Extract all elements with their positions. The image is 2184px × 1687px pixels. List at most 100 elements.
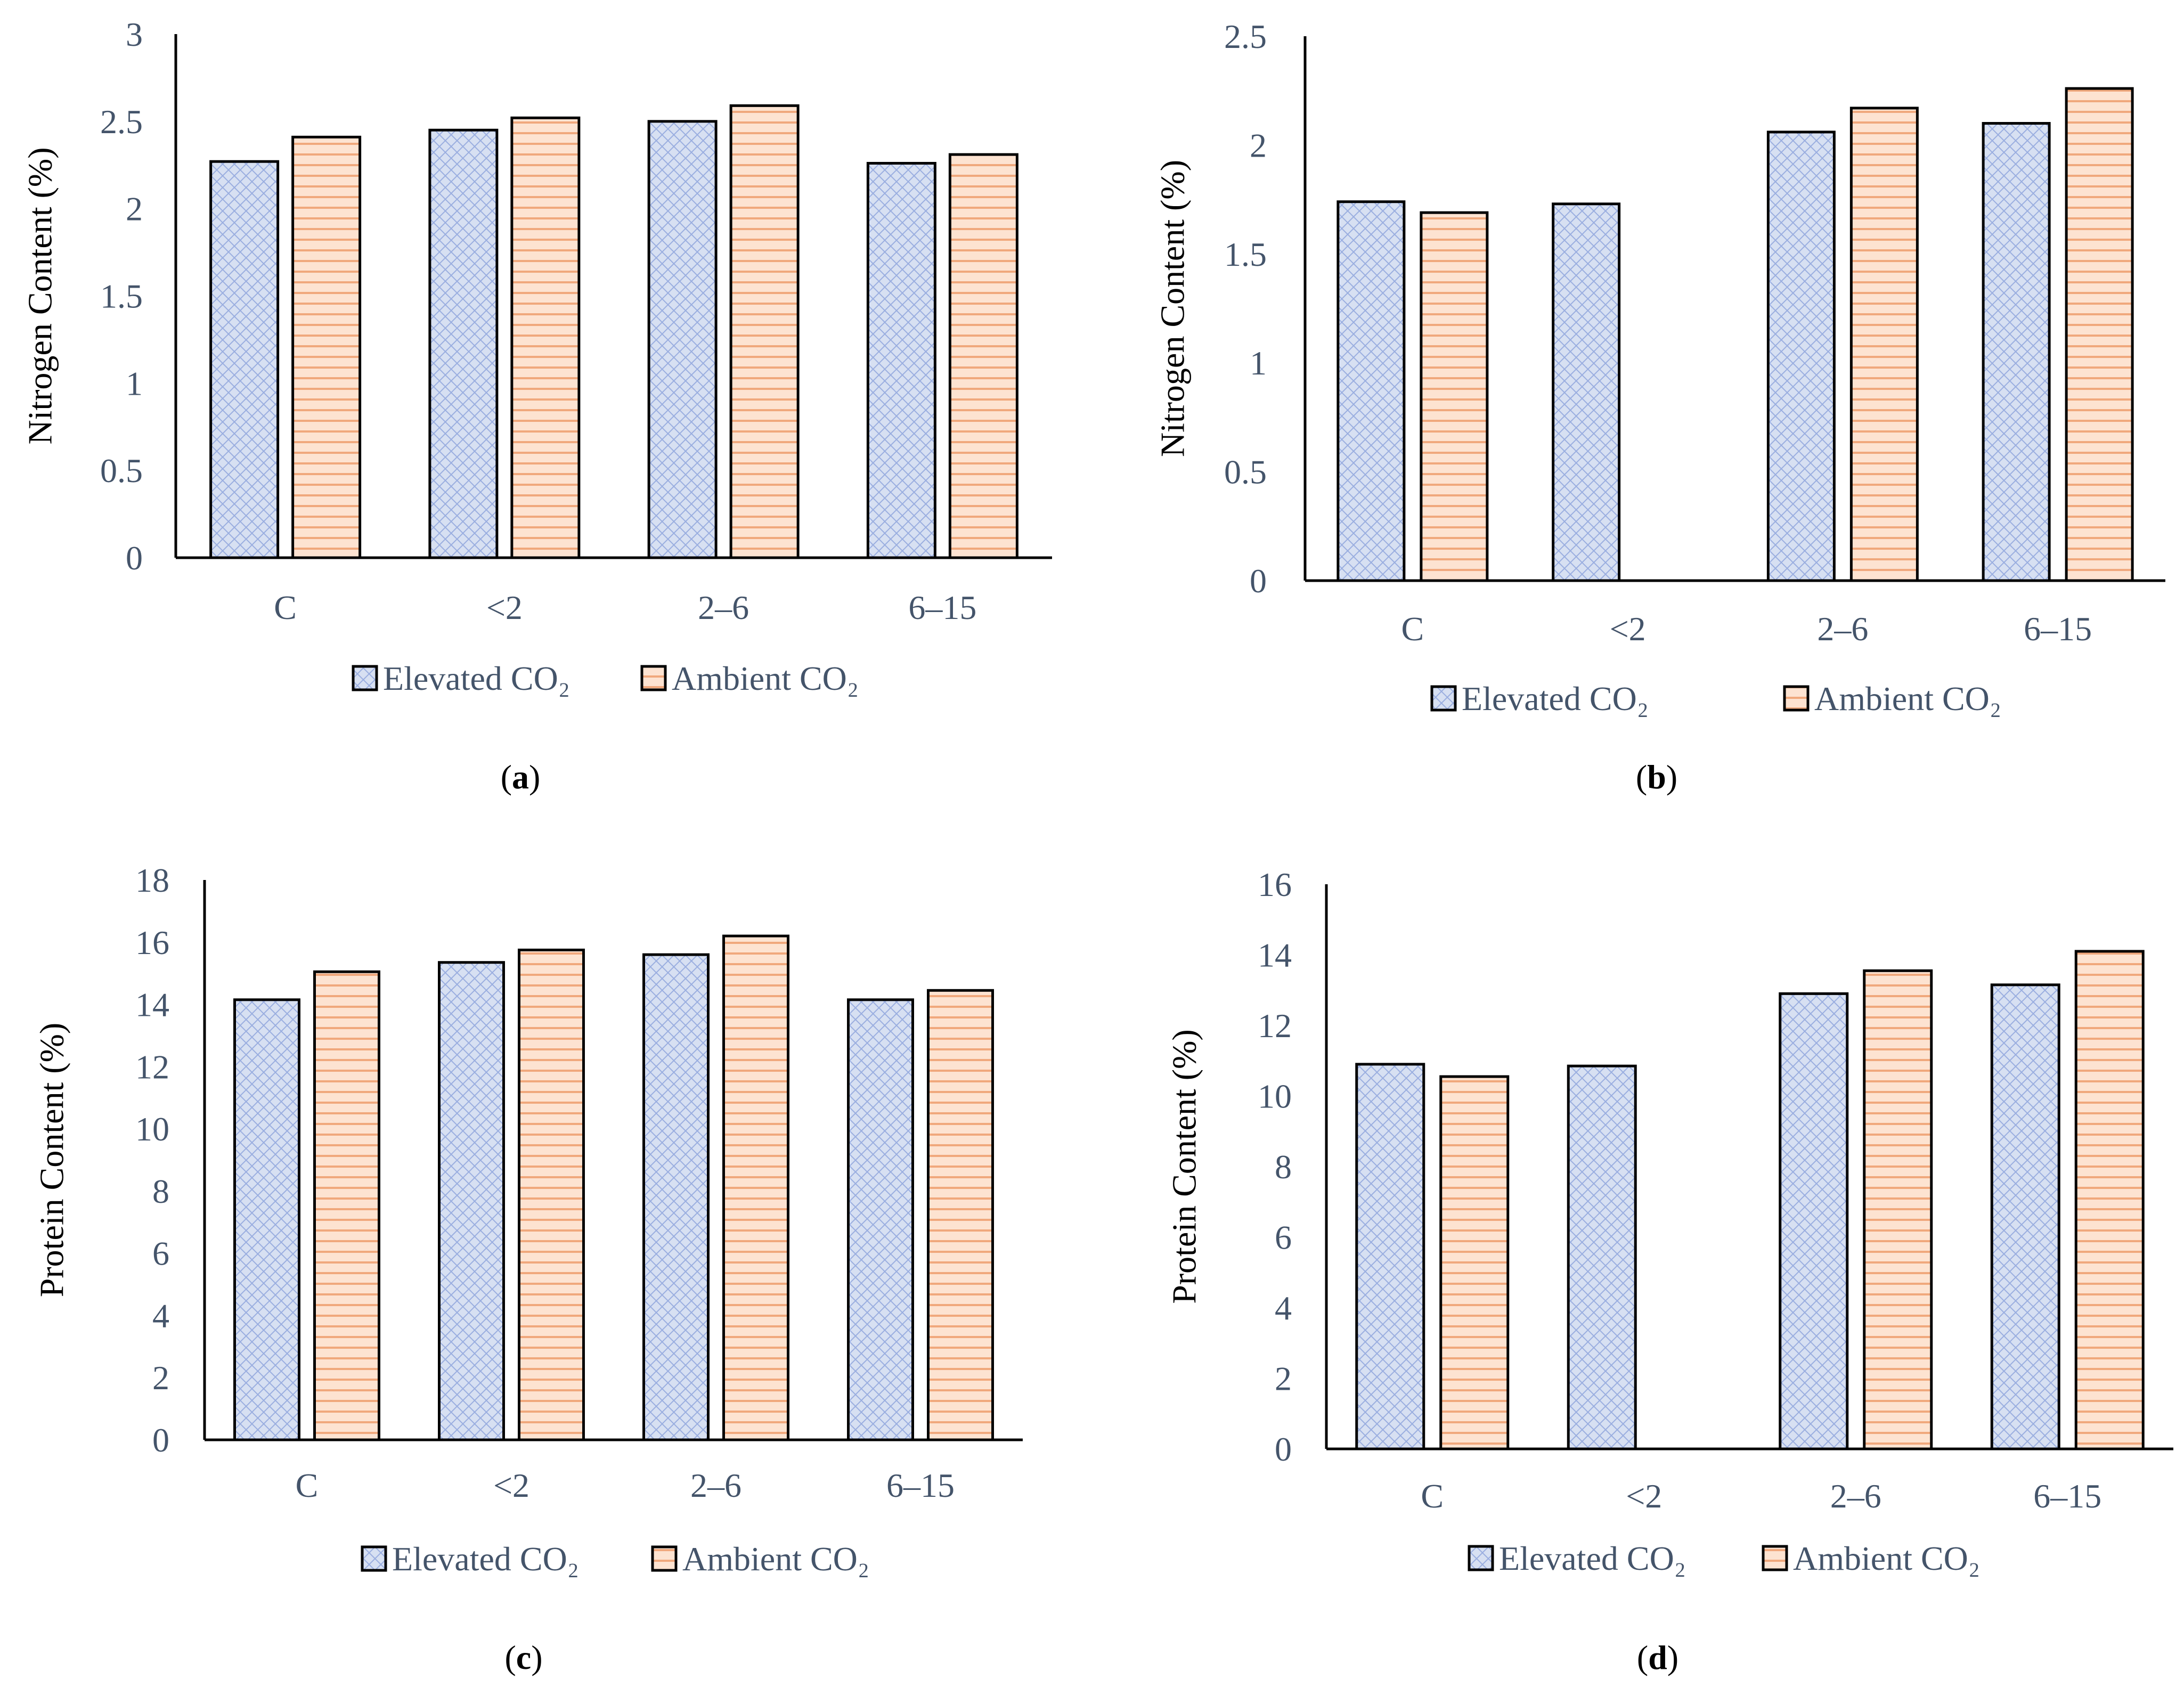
bar-ambient-3 — [2074, 950, 2145, 1450]
bar-elevated-0 — [1355, 1063, 1425, 1450]
legend-swatch-ambient — [1783, 685, 1810, 712]
legend-swatch-elevated — [361, 1545, 387, 1572]
bar-ambient-0 — [1420, 211, 1489, 582]
axes — [1303, 36, 2165, 582]
legend-label-ambient: Ambient CO₂ — [1793, 1539, 1980, 1577]
y-tick-label: 6 — [152, 1235, 169, 1273]
legend-label-elevated: Elevated CO₂ — [392, 1540, 579, 1578]
y-tick-label: 12 — [135, 1048, 169, 1086]
legend: Elevated CO₂ Ambient CO₂ — [1468, 1539, 1980, 1577]
bar-ambient-1 — [510, 116, 581, 559]
panel-label: (d) — [1637, 1639, 1678, 1676]
y-axis-label: Protein Content (%) — [33, 1023, 71, 1297]
bar-ambient-3 — [2065, 87, 2134, 582]
x-tick-label: 6–15 — [2024, 610, 2092, 648]
y-tick-label: 16 — [135, 924, 169, 961]
y-tick-label: 8 — [152, 1172, 169, 1210]
y-tick-labels: 0 2 4 6 8 10 12 14 16 — [1258, 866, 1292, 1468]
y-tick-label: 2 — [126, 190, 143, 228]
y-tick-label: 14 — [1258, 936, 1292, 974]
y-tick-label: 2.5 — [100, 103, 143, 141]
x-tick-labels: C <2 2–6 6–15 — [1421, 1477, 2101, 1515]
y-tick-label: 0.5 — [100, 452, 143, 490]
legend: Elevated CO₂ Ambient CO₂ — [361, 1540, 869, 1578]
y-tick-label: 2 — [152, 1359, 169, 1397]
bar-elevated-0 — [209, 160, 280, 559]
x-tick-label: 2–6 — [1817, 610, 1868, 648]
bar-elevated-3 — [866, 161, 936, 559]
x-tick-label: 6–15 — [886, 1466, 955, 1504]
y-tick-label: 1.5 — [100, 278, 143, 315]
bar-elevated-3 — [1990, 983, 2060, 1450]
y-tick-label: 1.5 — [1224, 235, 1267, 273]
y-tick-label: 2.5 — [1224, 18, 1267, 55]
legend-swatch-elevated — [352, 665, 378, 691]
x-tick-labels: C <2 2–6 6–15 — [274, 589, 976, 626]
legend-swatch-ambient — [1762, 1545, 1788, 1571]
bars — [1337, 87, 2134, 582]
x-tick-labels: C <2 2–6 6–15 — [1401, 610, 2092, 648]
y-tick-labels: 0 0.5 1 1.5 2 2.5 — [1224, 18, 1267, 600]
axes — [1325, 884, 2173, 1450]
x-tick-label: 2–6 — [690, 1466, 741, 1504]
x-tick-label: C — [1401, 610, 1424, 648]
y-tick-label: 2 — [1275, 1360, 1292, 1398]
x-tick-label: C — [274, 589, 297, 626]
y-tick-label: 4 — [1275, 1289, 1292, 1327]
bar-elevated-2 — [642, 953, 710, 1441]
chart-panel-b: 0 0.5 1 1.5 2 2.5 Nitrogen Content (%) C <2 2–6… — [1154, 18, 2165, 796]
y-tick-label: 8 — [1275, 1148, 1292, 1186]
bar-elevated-3 — [847, 998, 914, 1441]
y-tick-label: 0.5 — [1224, 453, 1267, 491]
legend-swatch-elevated — [1468, 1545, 1494, 1571]
legend-swatch-elevated — [1430, 685, 1457, 712]
bar-elevated-3 — [1982, 122, 2051, 582]
legend: Elevated CO₂ Ambient CO₂ — [1430, 680, 2001, 718]
legend-label-elevated: Elevated CO₂ — [1499, 1539, 1686, 1577]
legend-label-elevated: Elevated CO₂ — [383, 659, 570, 697]
y-tick-label: 6 — [1275, 1219, 1292, 1257]
y-tick-label: 0 — [126, 539, 143, 577]
x-tick-labels: C <2 2–6 6–15 — [296, 1466, 955, 1504]
panel-label: (a) — [501, 758, 541, 796]
x-tick-label: 6–15 — [908, 589, 976, 626]
bar-ambient-0 — [1439, 1075, 1510, 1450]
y-tick-labels: 0 0.5 1 1.5 2 2.5 3 — [100, 15, 143, 577]
x-tick-label: 6–15 — [2033, 1477, 2101, 1515]
bar-elevated-1 — [428, 128, 499, 559]
chart-panel-d: 0 2 4 6 8 10 12 14 16 Protein Content (%) C <2 2–6… — [1166, 866, 2173, 1676]
y-tick-label: 4 — [152, 1297, 169, 1334]
y-tick-label: 12 — [1258, 1007, 1292, 1045]
y-axis-label: Nitrogen Content (%) — [1154, 160, 1192, 457]
legend-label-ambient: Ambient CO₂ — [672, 659, 859, 697]
y-tick-label: 0 — [1250, 562, 1267, 600]
bar-elevated-1 — [438, 961, 505, 1441]
bar-elevated-1 — [1552, 202, 1621, 582]
x-tick-label: <2 — [1610, 610, 1646, 648]
bar-ambient-1 — [518, 948, 585, 1441]
bar-elevated-1 — [1567, 1064, 1637, 1450]
chart-panel-c: 0 2 4 6 8 10 12 14 16 18 Protein Content (%) C <2 2… — [33, 861, 1023, 1676]
bar-ambient-3 — [948, 153, 1018, 559]
bar-ambient-2 — [1849, 107, 1919, 582]
bar-elevated-0 — [233, 998, 300, 1441]
y-tick-label: 14 — [135, 986, 169, 1024]
legend-swatch-ambient — [651, 1545, 678, 1572]
y-tick-label: 16 — [1258, 866, 1292, 903]
bars — [1355, 950, 2145, 1450]
bar-ambient-3 — [927, 989, 994, 1441]
y-tick-label: 2 — [1250, 126, 1267, 164]
bar-elevated-0 — [1337, 200, 1406, 582]
legend-label-ambient: Ambient CO₂ — [682, 1540, 869, 1578]
legend: Elevated CO₂ Ambient CO₂ — [352, 659, 859, 697]
x-tick-label: C — [1421, 1477, 1444, 1515]
legend-label-ambient: Ambient CO₂ — [1814, 680, 2001, 718]
bar-elevated-2 — [647, 120, 718, 559]
legend-swatch-ambient — [640, 665, 667, 691]
bar-ambient-2 — [1863, 969, 1933, 1450]
bar-elevated-2 — [1779, 992, 1849, 1450]
chart-panel-a: 0 0.5 1 1.5 2 2.5 3 Nitrogen Content (%) C <2 2–… — [21, 15, 1052, 796]
bar-ambient-2 — [722, 934, 789, 1441]
bar-elevated-2 — [1766, 131, 1836, 582]
